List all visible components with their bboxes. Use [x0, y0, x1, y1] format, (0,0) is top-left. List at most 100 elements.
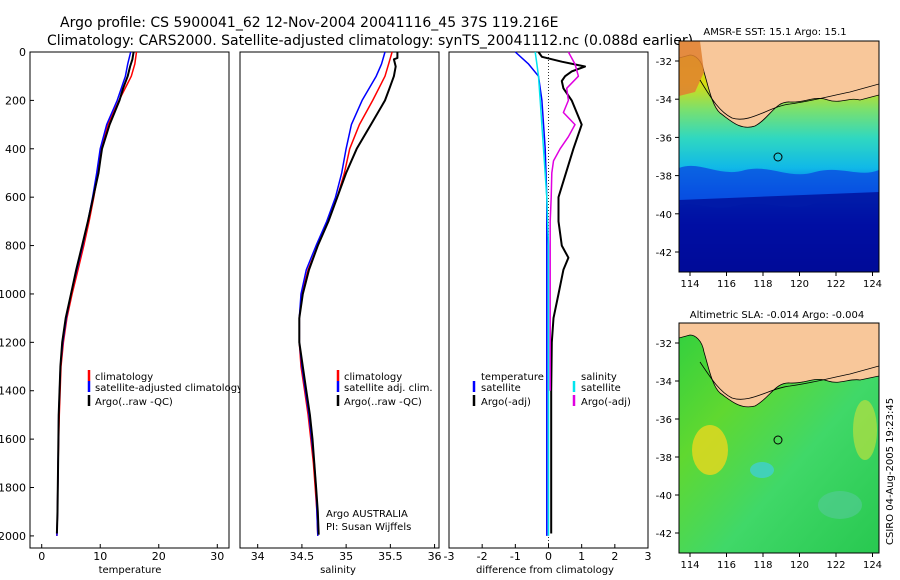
lat-tick-label: -40	[656, 210, 672, 221]
difference-series-lines	[514, 51, 586, 536]
lon-tick-label: 116	[717, 279, 736, 290]
legend-temp-argo: Argo(-adj)	[481, 397, 531, 408]
sla-map-frame	[678, 322, 880, 554]
salinity-panel: 34 34.5 35 35.5 36 salinity climatology sate…	[239, 51, 442, 576]
sst-map-frame	[678, 40, 880, 273]
x-tick-label: 3	[645, 550, 652, 563]
legend-climatology: climatology	[344, 372, 402, 383]
sla-lon-axis: 114 116 118 120 122 124	[680, 553, 882, 571]
x-tick-label: 2	[611, 550, 618, 563]
lon-tick-label: 122	[826, 560, 845, 571]
lat-tick-label: -34	[656, 95, 672, 106]
x-tick-label: 34.5	[290, 550, 315, 563]
sla-cool-eddy	[818, 491, 862, 519]
sst-map: AMSR-E SST: 15.1 Argo: 15.1 -32 -34 -36 -38…	[656, 27, 882, 290]
salinity-xlabel: salinity	[320, 565, 356, 576]
sla-map-title: Altimetric SLA: -0.014 Argo: -0.004	[690, 310, 865, 321]
lat-tick-label: -32	[656, 339, 672, 350]
y-tick-label: 0	[19, 46, 26, 59]
title-line-2: Climatology: CARS2000. Satellite-adjuste…	[47, 33, 693, 49]
x-tick-label: 30	[210, 550, 224, 563]
sla-warm-eddy	[853, 400, 877, 460]
legend-temp-satellite: satellite	[481, 383, 521, 394]
legend-salinity-heading: salinity	[581, 372, 617, 383]
x-tick-label: -2	[477, 550, 488, 563]
lon-tick-label: 118	[753, 560, 772, 571]
legend-sal-argo: Argo(-adj)	[581, 397, 631, 408]
salinity-axes-frame	[239, 51, 440, 549]
x-tick-label: -1	[510, 550, 521, 563]
legend-satellite-adj: satellite adj. clim.	[344, 383, 433, 394]
salinity-series-lines	[298, 51, 399, 536]
legend-argo: Argo(..raw -QC)	[95, 397, 173, 408]
x-tick-label: 0	[38, 550, 45, 563]
sst-warm-coastal	[679, 41, 704, 96]
sla-argo-location-marker	[773, 435, 783, 445]
y-tick-label: 1200	[0, 336, 26, 349]
salinity-x-axis: 34 34.5 35 35.5 36	[251, 544, 442, 563]
lon-tick-label: 124	[863, 560, 882, 571]
lon-tick-label: 120	[790, 279, 809, 290]
sst-cold-region	[679, 192, 879, 272]
sst-lon-axis: 114 116 118 120 122 124	[680, 272, 882, 290]
title-line-1: Argo profile: CS 5900041_62 12-Nov-2004 …	[60, 15, 558, 31]
lat-tick-label: -36	[656, 133, 672, 144]
lon-tick-label: 114	[680, 279, 699, 290]
sla-isobath	[699, 361, 879, 400]
legend-argo: Argo(..raw -QC)	[344, 397, 422, 408]
lat-tick-label: -36	[656, 415, 672, 426]
series-line-salinity-argo-adj	[549, 51, 580, 391]
x-tick-label: -3	[444, 550, 455, 563]
series-line-argo-raw-qc	[298, 52, 399, 535]
lat-tick-label: -42	[656, 248, 672, 259]
x-tick-label: 34	[251, 550, 265, 563]
sla-lat-axis: -32 -34 -36 -38 -40 -42	[656, 339, 679, 540]
temperature-series-lines	[55, 51, 138, 536]
sla-high-anomaly	[692, 425, 728, 475]
sla-low-anomaly	[750, 462, 774, 478]
lat-tick-label: -38	[656, 453, 672, 464]
lon-tick-label: 118	[753, 279, 772, 290]
legend-temperature-heading: temperature	[481, 372, 544, 383]
x-tick-label: 1	[578, 550, 585, 563]
temperature-panel: 0 200 400 600 800 1000 1200 1400 1600 1800 2000 0 1…	[0, 46, 243, 576]
x-tick-label: 0	[545, 550, 552, 563]
lon-tick-label: 122	[826, 279, 845, 290]
sst-isobath	[699, 79, 879, 120]
lat-tick-label: -38	[656, 172, 672, 183]
credit-pi: PI: Susan Wijffels	[326, 522, 411, 533]
depth-axis: 0 200 400 600 800 1000 1200 1400 1600 1800 2000	[0, 46, 34, 543]
y-tick-label: 600	[5, 191, 26, 204]
lon-tick-label: 114	[680, 560, 699, 571]
legend-climatology: climatology	[95, 372, 153, 383]
lon-tick-label: 116	[717, 560, 736, 571]
x-tick-label: 35	[339, 550, 353, 563]
y-tick-label: 400	[5, 143, 26, 156]
temperature-xlabel: temperature	[99, 565, 162, 576]
temperature-legend: climatology satellite-adjusted climatolo…	[87, 370, 243, 408]
temperature-axes-frame	[29, 51, 230, 549]
difference-xlabel: difference from climatology	[476, 565, 614, 576]
y-tick-label: 1000	[0, 288, 26, 301]
credit-argo-australia: Argo AUSTRALIA	[326, 509, 408, 520]
y-tick-label: 200	[5, 94, 26, 107]
difference-panel: -3 -2 -1 0 1 2 3 difference from climatology t…	[444, 51, 652, 576]
sla-land-mass	[679, 323, 879, 408]
lon-tick-label: 124	[863, 279, 882, 290]
y-tick-label: 1800	[0, 482, 26, 495]
x-tick-label: 10	[93, 550, 107, 563]
y-tick-label: 1600	[0, 433, 26, 446]
difference-legend-right: salinity satellite Argo(-adj)	[572, 372, 631, 408]
lat-tick-label: -40	[656, 491, 672, 502]
csiro-timestamp: CSIRO 04-Aug-2005 19:23:45	[885, 398, 896, 545]
salinity-legend: climatology satellite adj. clim. Argo(..…	[336, 370, 433, 408]
series-line-salinity-satellite	[534, 51, 550, 536]
x-tick-label: 20	[152, 550, 166, 563]
legend-sal-satellite: satellite	[581, 383, 621, 394]
y-tick-label: 2000	[0, 530, 26, 543]
sst-map-title: AMSR-E SST: 15.1 Argo: 15.1	[703, 27, 846, 38]
temperature-x-axis: 0 10 20 30	[38, 544, 224, 563]
legend-satellite-adjusted: satellite-adjusted climatology	[95, 383, 243, 394]
y-tick-label: 800	[5, 240, 26, 253]
